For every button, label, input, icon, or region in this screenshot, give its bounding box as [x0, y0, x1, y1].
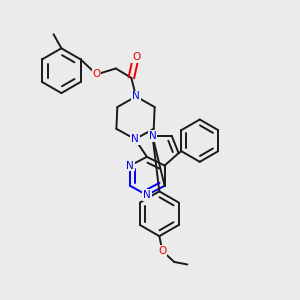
Text: N: N: [132, 92, 140, 101]
Text: N: N: [148, 131, 156, 141]
Text: O: O: [92, 69, 101, 80]
Text: N: N: [126, 160, 134, 171]
Text: O: O: [158, 246, 166, 256]
Text: N: N: [131, 134, 139, 144]
Text: O: O: [132, 52, 140, 62]
Text: N: N: [143, 190, 151, 200]
